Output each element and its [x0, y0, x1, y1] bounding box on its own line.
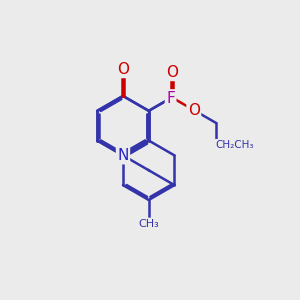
Text: O: O — [166, 65, 178, 80]
Text: F: F — [166, 91, 175, 106]
Text: CH₂CH₃: CH₂CH₃ — [216, 140, 254, 150]
Text: CH₃: CH₃ — [138, 219, 159, 229]
Text: O: O — [188, 103, 200, 118]
Text: O: O — [117, 62, 129, 77]
Text: N: N — [117, 148, 129, 163]
